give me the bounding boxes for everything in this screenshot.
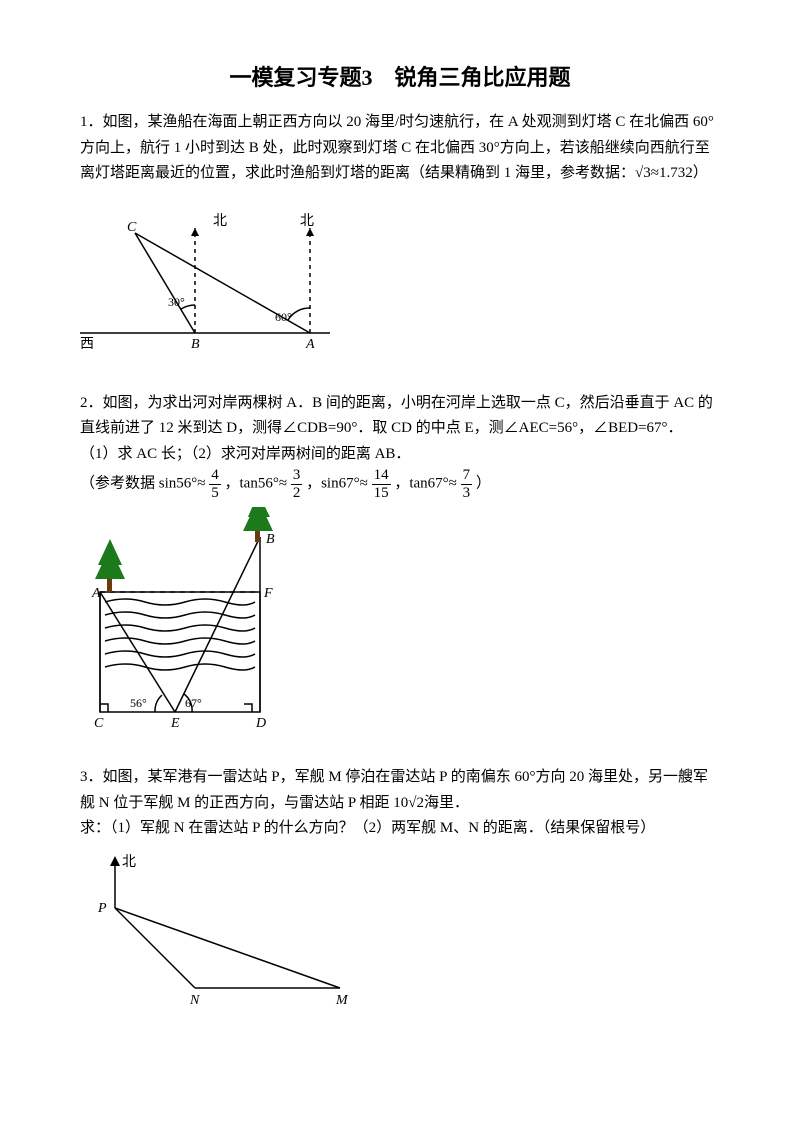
q1-C: C — [127, 220, 137, 235]
q3-p1: 3．如图，某军港有一雷达站 P，军舰 M 停泊在雷达站 P 的南偏东 60°方向… — [80, 765, 720, 816]
q2-p3e: ） — [476, 475, 491, 491]
q2-D: D — [255, 716, 266, 731]
q2-p1: 2．如图，为求出河对岸两棵树 A．B 间的距离，小明在河岸上选取一点 C，然后沿… — [80, 391, 720, 442]
q2-56: 56° — [130, 696, 147, 710]
q2-p3c: ，sin67°≈ — [306, 475, 368, 491]
q3-north: 北 — [122, 854, 136, 870]
tree-a-icon — [95, 539, 125, 592]
q2-p3a: （参考数据 sin56°≈ — [80, 475, 206, 491]
q1-30: 30° — [168, 295, 185, 309]
q1-A: A — [305, 337, 315, 352]
q2-frac2: 32 — [291, 467, 303, 501]
q2-B: B — [266, 532, 275, 547]
q2-p3b: ，tan56°≈ — [225, 475, 288, 491]
q2-E: E — [170, 716, 180, 731]
q1-figure: 北 北 西 C B A 60° 30° — [80, 193, 720, 363]
q2-frac3: 1415 — [372, 467, 391, 501]
question-1: 1．如图，某渔船在海面上朝正西方向以 20 海里/时匀速航行，在 A 处观测到灯… — [80, 110, 720, 363]
q3-P: P — [97, 901, 107, 916]
q1-north1: 北 — [213, 213, 227, 229]
q1-text: 1．如图，某渔船在海面上朝正西方向以 20 海里/时匀速航行，在 A 处观测到灯… — [80, 110, 720, 187]
question-3: 3．如图，某军港有一雷达站 P，军舰 M 停泊在雷达站 P 的南偏东 60°方向… — [80, 765, 720, 1018]
q1-west: 西 — [80, 337, 94, 352]
q1-60: 60° — [275, 310, 292, 324]
q2-figure: A B C D E F 56° 67° — [80, 507, 720, 737]
q2-A: A — [91, 586, 101, 601]
q2-p3d: ，tan67°≈ — [394, 475, 457, 491]
q1-north2: 北 — [300, 213, 314, 229]
q2-C: C — [94, 716, 104, 731]
question-2: 2．如图，为求出河对岸两棵树 A．B 间的距离，小明在河岸上选取一点 C，然后沿… — [80, 391, 720, 738]
q3-M: M — [335, 993, 349, 1008]
q3-figure: 北 P N M — [80, 848, 720, 1018]
q2-p3: （参考数据 sin56°≈ 45 ，tan56°≈ 32 ，sin67°≈ 14… — [80, 467, 720, 501]
q1-B: B — [191, 337, 200, 352]
page-title: 一模复习专题3 锐角三角比应用题 — [80, 60, 720, 92]
q3-N: N — [189, 993, 200, 1008]
q2-F: F — [263, 586, 273, 601]
q2-67: 67° — [185, 696, 202, 710]
q2-frac1: 45 — [209, 467, 221, 501]
q2-frac4: 73 — [461, 467, 473, 501]
page: 一模复习专题3 锐角三角比应用题 1．如图，某渔船在海面上朝正西方向以 20 海… — [0, 0, 800, 1086]
q2-p2: （1）求 AC 长；（2）求河对岸两树间的距离 AB． — [80, 442, 720, 468]
q3-p2: 求：（1）军舰 N 在雷达站 P 的什么方向？（2）两军舰 M、N 的距离．（结… — [80, 816, 720, 842]
